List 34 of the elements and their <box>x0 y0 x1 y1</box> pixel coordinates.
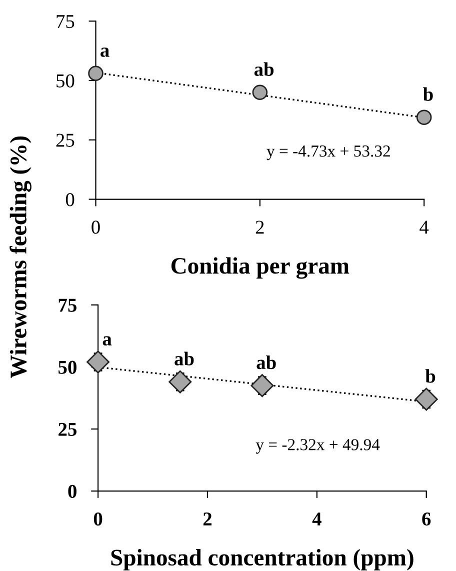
y-tick-label: 25 <box>56 134 74 147</box>
x-tick-label: 0 <box>92 220 100 234</box>
x-tick-label: 2 <box>203 512 212 526</box>
x-tick-label: 4 <box>312 512 322 526</box>
y-tick-label: 0 <box>66 193 74 206</box>
y-tick-label: 75 <box>56 15 74 28</box>
point <box>86 350 110 374</box>
point <box>88 66 104 82</box>
annotation: ab <box>174 352 194 366</box>
point <box>416 110 432 125</box>
y-tick-label: 75 <box>58 298 76 312</box>
annotation: b <box>425 369 436 383</box>
point <box>168 370 192 394</box>
annotation: y = -2.32x + 49.94 <box>256 439 380 454</box>
y-tick-label: 50 <box>58 360 76 374</box>
x-tick-label: 6 <box>422 512 431 526</box>
point <box>252 84 268 100</box>
point <box>250 374 274 398</box>
x-tick-label: 4 <box>420 220 429 234</box>
y-axis-title: Wireworms feeding (%) <box>10 136 32 378</box>
annotation: y = -4.73x + 53.32 <box>266 145 390 160</box>
x-axis-title: Conidia per gram <box>171 257 350 279</box>
x-tick-label: 2 <box>256 220 264 234</box>
annotation: a <box>100 48 110 57</box>
y-tick-label: 0 <box>68 484 76 498</box>
annotation: b <box>423 87 433 101</box>
annotation: ab <box>256 355 276 370</box>
point <box>414 388 438 411</box>
annotation: a <box>102 336 112 346</box>
annotation: ab <box>254 62 274 76</box>
y-tick-label: 25 <box>58 422 76 436</box>
x-tick-label: 0 <box>94 512 102 526</box>
y-tick-label: 50 <box>56 74 74 88</box>
x-axis-title: Spinosad concentration (ppm) <box>111 548 414 570</box>
